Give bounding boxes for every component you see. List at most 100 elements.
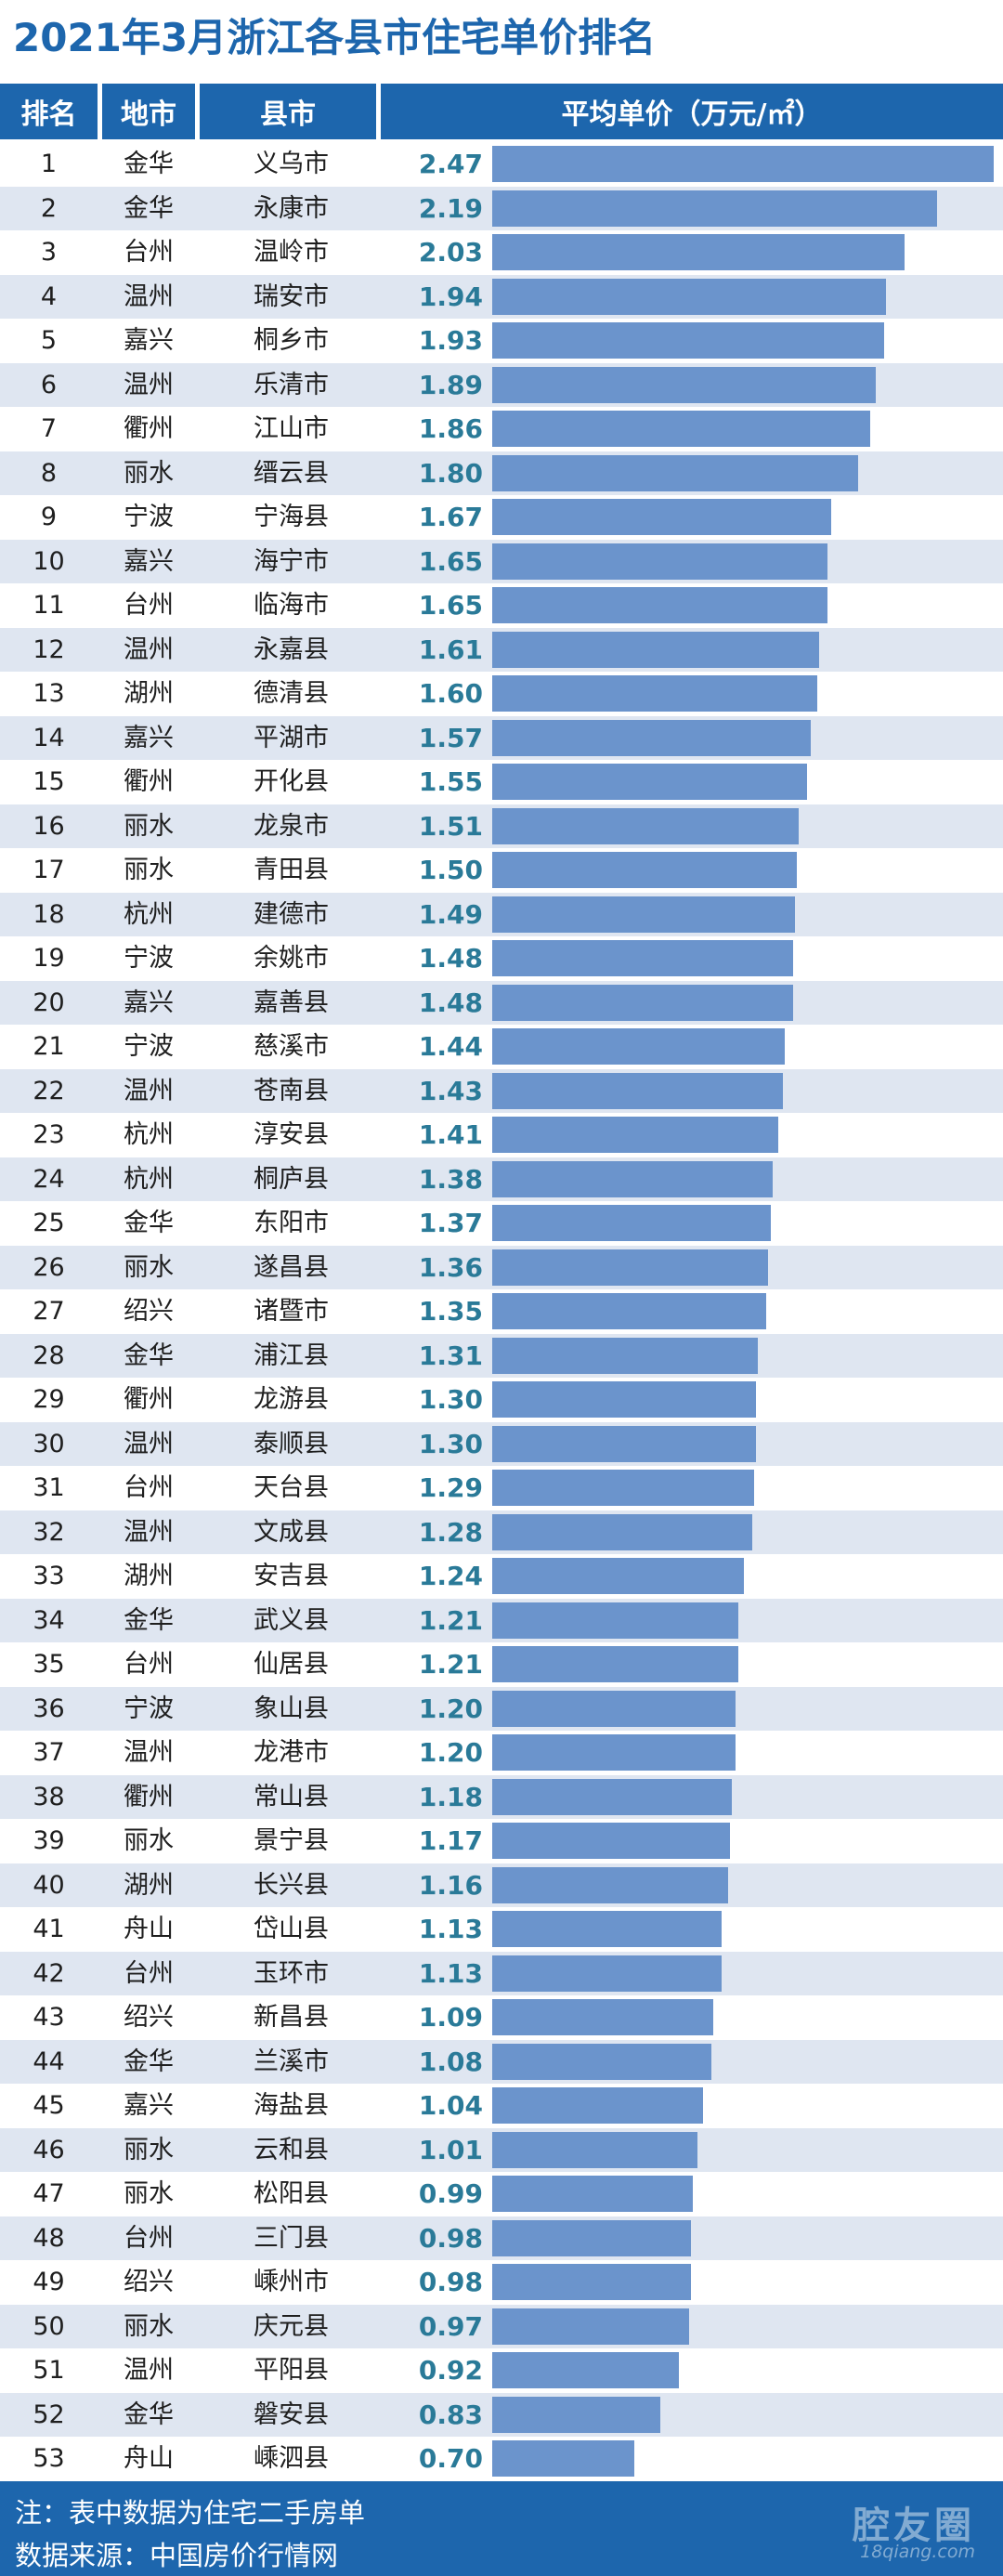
table-row: 52 金华 磐安县 0.83	[0, 2392, 1003, 2437]
price-bar	[492, 984, 793, 1021]
rank-cell: 28	[33, 1340, 65, 1370]
price-bar	[492, 190, 937, 227]
city-cell: 金华	[124, 2399, 174, 2429]
county-cell: 岱山县	[254, 1915, 329, 1943]
rank-cell: 51	[33, 2356, 65, 2385]
table-row: 25 金华 东阳市 1.37	[0, 1201, 1003, 1246]
city-cell: 绍兴	[124, 1297, 174, 1326]
city-cell: 金华	[124, 1209, 174, 1237]
rank-cell: 43	[33, 2003, 65, 2032]
rank-cell: 10	[33, 546, 65, 576]
value-label: 1.50	[418, 855, 483, 885]
footer-divider	[0, 2481, 1003, 2484]
price-bar	[492, 2176, 694, 2212]
county-cell: 苍南县	[254, 1076, 329, 1105]
rank-cell: 46	[33, 2135, 65, 2164]
table-row: 38 衢州 常山县 1.18	[0, 1774, 1003, 1819]
price-bar	[492, 1425, 757, 1462]
price-bar	[492, 1205, 771, 1241]
city-cell: 嘉兴	[124, 2091, 174, 2120]
table-row: 11 台州 临海市 1.65	[0, 583, 1003, 628]
value-label: 1.20	[418, 1737, 483, 1768]
price-bar	[492, 1690, 736, 1727]
city-cell: 金华	[124, 193, 174, 223]
price-bar	[492, 1823, 730, 1859]
value-label: 1.16	[418, 1869, 483, 1901]
price-bar	[492, 1602, 738, 1639]
rank-cell: 21	[33, 1032, 65, 1061]
value-label: 1.55	[418, 766, 483, 797]
table-row: 46 丽水 云和县 1.01	[0, 2127, 1003, 2172]
rank-cell: 24	[33, 1164, 65, 1194]
county-cell: 缙云县	[254, 458, 329, 488]
rank-cell: 41	[33, 1915, 65, 1943]
table-row: 19 宁波 余姚市 1.48	[0, 936, 1003, 981]
city-cell: 丽水	[124, 811, 174, 841]
table-row: 48 台州 三门县 0.98	[0, 2216, 1003, 2260]
county-cell: 海宁市	[254, 546, 329, 576]
county-cell: 兰溪市	[254, 2046, 329, 2076]
table-row: 12 温州 永嘉县 1.61	[0, 627, 1003, 672]
value-label: 0.70	[418, 2443, 483, 2474]
page-title: 2021年3月浙江各县市住宅单价排名	[13, 15, 657, 60]
rank-cell: 48	[33, 2223, 65, 2253]
value-label: 0.92	[418, 2355, 483, 2386]
price-bar	[492, 454, 858, 491]
county-cell: 玉环市	[254, 1958, 329, 1988]
city-cell: 温州	[124, 281, 174, 311]
value-label: 1.24	[418, 1561, 483, 1591]
city-cell: 金华	[124, 2046, 174, 2076]
county-cell: 永康市	[254, 193, 329, 223]
table-row: 22 温州 苍南县 1.43	[0, 1068, 1003, 1113]
rank-cell: 13	[33, 679, 65, 708]
city-cell: 衢州	[124, 414, 174, 443]
rank-cell: 37	[33, 1738, 65, 1767]
price-bar	[492, 2219, 692, 2256]
city-cell: 湖州	[124, 1870, 174, 1900]
city-cell: 宁波	[124, 944, 174, 973]
county-cell: 景宁县	[254, 1826, 329, 1855]
price-bar	[492, 1558, 745, 1594]
value-label: 0.98	[418, 2267, 483, 2297]
value-label: 1.01	[418, 2134, 483, 2165]
table-row: 21 宁波 慈溪市 1.44	[0, 1025, 1003, 1069]
value-label: 1.13	[418, 1914, 483, 1944]
value-label: 1.28	[418, 1516, 483, 1548]
table-row: 37 温州 龙港市 1.20	[0, 1731, 1003, 1775]
rank-cell: 5	[40, 326, 58, 355]
price-bar	[492, 1117, 779, 1153]
county-cell: 天台县	[254, 1473, 329, 1502]
rank-cell: 25	[33, 1209, 65, 1237]
county-cell: 武义县	[254, 1605, 329, 1635]
value-label: 0.83	[418, 2399, 483, 2430]
value-label: 1.49	[418, 898, 483, 930]
price-bar	[492, 896, 795, 933]
rank-cell: 33	[33, 1562, 65, 1590]
city-cell: 温州	[124, 1076, 174, 1105]
city-cell: 丽水	[124, 458, 174, 488]
table-row: 51 温州 平阳县 0.92	[0, 2348, 1003, 2393]
city-cell: 湖州	[124, 1562, 174, 1590]
city-cell: 舟山	[124, 1915, 174, 1943]
county-cell: 平湖市	[254, 723, 329, 752]
value-label: 1.30	[418, 1428, 483, 1459]
table-row: 16 丽水 龙泉市 1.51	[0, 804, 1003, 848]
price-bar	[492, 631, 819, 668]
price-bar	[492, 719, 812, 756]
value-label: 1.18	[418, 1781, 483, 1812]
rank-cell: 20	[33, 987, 65, 1017]
table-row: 20 嘉兴 嘉善县 1.48	[0, 980, 1003, 1025]
county-cell: 东阳市	[254, 1209, 329, 1237]
table-row: 31 台州 天台县 1.29	[0, 1466, 1003, 1510]
price-bar	[492, 1293, 767, 1329]
price-bar	[492, 543, 827, 580]
county-cell: 开化县	[254, 767, 329, 796]
value-label: 1.29	[418, 1472, 483, 1503]
value-label: 1.57	[418, 722, 483, 753]
price-bar	[492, 852, 797, 888]
header-price: 平均单价（万元/㎡）	[381, 84, 1003, 139]
county-cell: 文成县	[254, 1517, 329, 1547]
county-cell: 嵊州市	[254, 2268, 329, 2296]
value-label: 1.36	[418, 1251, 483, 1283]
rank-cell: 17	[33, 856, 65, 884]
